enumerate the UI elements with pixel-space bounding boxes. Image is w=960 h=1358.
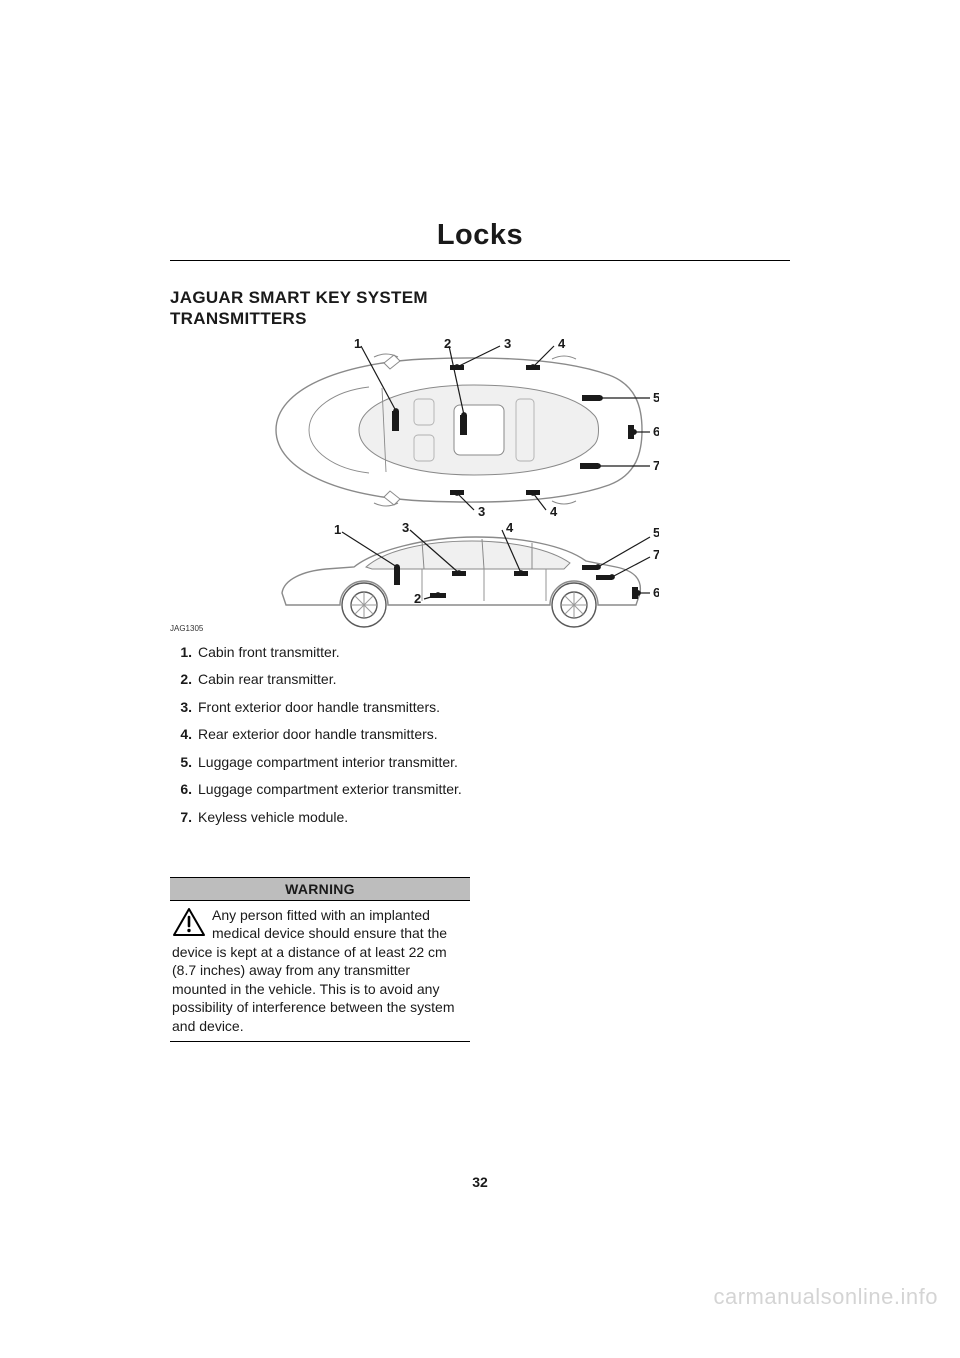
side-callout-1: 1 [334, 522, 341, 537]
list-num: 1. [170, 643, 198, 661]
side-callout-6: 6 [653, 585, 659, 600]
list-num: 2. [170, 670, 198, 688]
title-rule [170, 260, 790, 261]
list-text: Keyless vehicle module. [198, 808, 348, 826]
warning-text: Any person fitted with an implanted medi… [172, 907, 454, 1034]
transmitter-list: 1. Cabin front transmitter. 2. Cabin rea… [170, 643, 470, 835]
list-item: 5. Luggage compartment interior transmit… [170, 753, 470, 771]
car-top-view: 1 2 3 4 5 6 7 3 4 [276, 336, 659, 519]
warning-header: WARNING [170, 878, 470, 901]
list-text: Luggage compartment interior transmitter… [198, 753, 458, 771]
warning-box: WARNING Any person fitted with an implan… [170, 877, 470, 1042]
heading-line-2: TRANSMITTERS [170, 309, 307, 328]
side-callout-3: 3 [402, 520, 409, 535]
side-callout-2: 2 [414, 591, 421, 606]
callout-4: 4 [558, 336, 566, 351]
list-item: 6. Luggage compartment exterior transmit… [170, 780, 470, 798]
heading-line-1: JAGUAR SMART KEY SYSTEM [170, 288, 428, 307]
callout-4b: 4 [550, 504, 558, 519]
callout-2: 2 [444, 336, 451, 351]
list-text: Luggage compartment exterior transmitter… [198, 780, 462, 798]
side-callout-5: 5 [653, 525, 659, 540]
section-heading: JAGUAR SMART KEY SYSTEM TRANSMITTERS [170, 287, 428, 330]
warning-body: Any person fitted with an implanted medi… [170, 901, 470, 1041]
page-title: Locks [0, 219, 960, 252]
list-text: Rear exterior door handle transmitters. [198, 725, 438, 743]
list-item: 3. Front exterior door handle transmitte… [170, 698, 470, 716]
car-side-view: 1 2 3 4 5 6 7 [282, 520, 659, 627]
manual-page: Locks JAGUAR SMART KEY SYSTEM TRANSMITTE… [0, 0, 960, 1358]
list-item: 1. Cabin front transmitter. [170, 643, 470, 661]
callout-7: 7 [653, 458, 659, 473]
callout-3: 3 [504, 336, 511, 351]
side-callout-4: 4 [506, 520, 514, 535]
list-num: 3. [170, 698, 198, 716]
transmitter-diagram: 1 2 3 4 5 6 7 3 4 [264, 335, 659, 633]
watermark: carmanualsonline.info [713, 1284, 938, 1310]
list-num: 5. [170, 753, 198, 771]
list-item: 4. Rear exterior door handle transmitter… [170, 725, 470, 743]
page-number: 32 [0, 1174, 960, 1190]
side-callout-7: 7 [653, 547, 659, 562]
warning-triangle-icon [172, 907, 206, 937]
list-item: 2. Cabin rear transmitter. [170, 670, 470, 688]
callout-1: 1 [354, 336, 361, 351]
diagram-code: JAG1305 [170, 624, 203, 633]
callout-5: 5 [653, 390, 659, 405]
list-text: Cabin front transmitter. [198, 643, 340, 661]
callout-3b: 3 [478, 504, 485, 519]
list-num: 7. [170, 808, 198, 826]
list-item: 7. Keyless vehicle module. [170, 808, 470, 826]
list-text: Front exterior door handle transmitters. [198, 698, 440, 716]
list-text: Cabin rear transmitter. [198, 670, 337, 688]
list-num: 4. [170, 725, 198, 743]
list-num: 6. [170, 780, 198, 798]
callout-6: 6 [653, 424, 659, 439]
